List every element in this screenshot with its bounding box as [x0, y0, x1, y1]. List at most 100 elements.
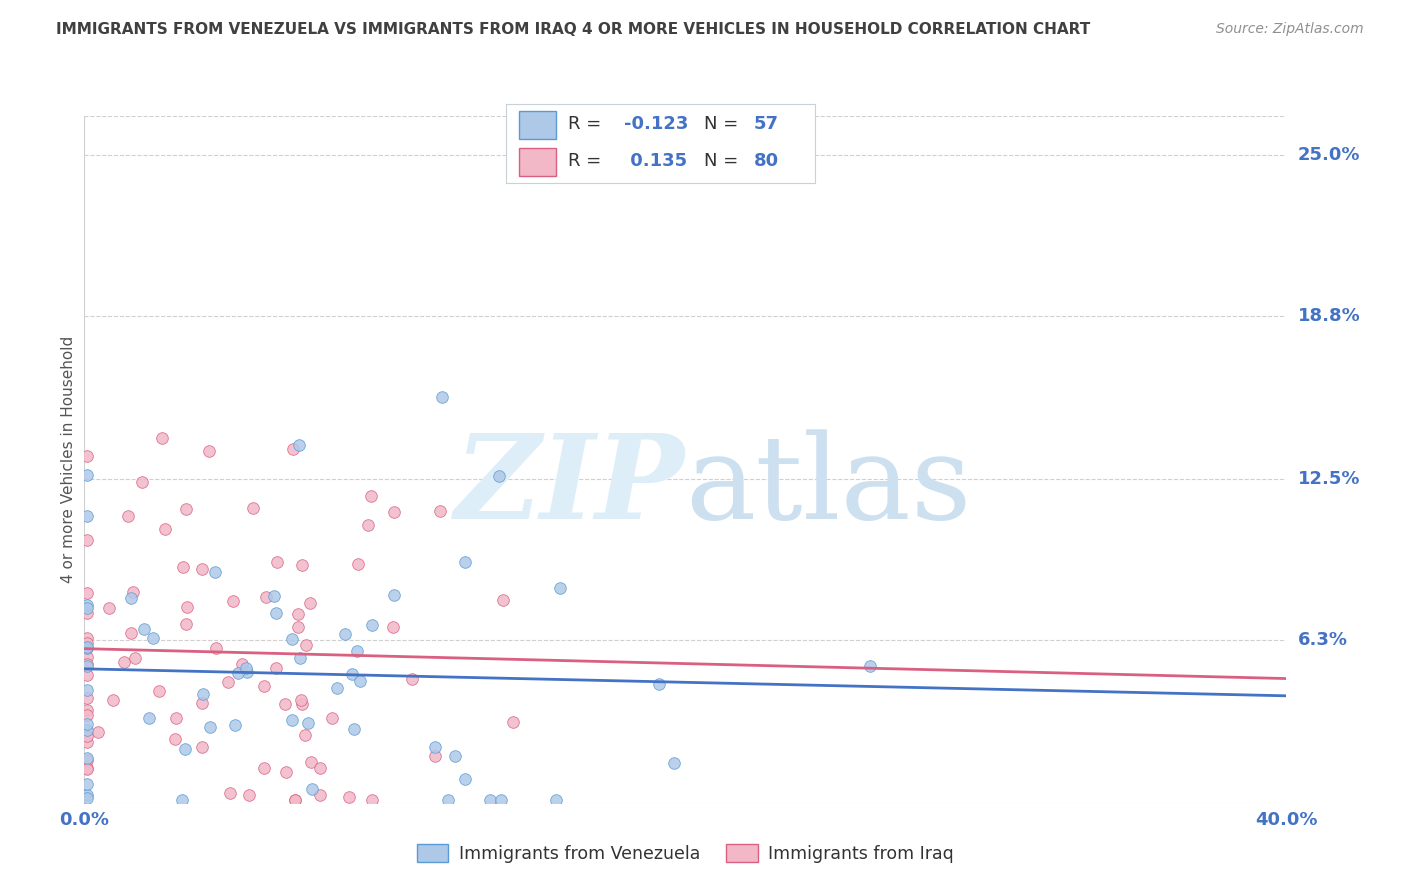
Point: [76, 691, 98, 706]
Point: [76, 598, 98, 612]
Point: [236, 665, 259, 679]
Point: [76, 761, 98, 775]
Text: 0.135: 0.135: [624, 153, 686, 170]
Point: [155, 522, 177, 536]
Point: [266, 606, 288, 620]
Point: [224, 718, 246, 732]
Point: [343, 722, 366, 736]
Point: [266, 555, 288, 569]
Text: R =: R =: [568, 153, 607, 170]
Point: [165, 711, 187, 725]
Point: [204, 641, 226, 656]
Point: [491, 793, 513, 807]
Y-axis label: 4 or more Vehicles in Household: 4 or more Vehicles in Household: [60, 335, 76, 583]
Point: [76, 631, 98, 645]
Text: 6.3%: 6.3%: [1298, 631, 1347, 648]
Point: [76, 509, 98, 524]
Point: [382, 505, 405, 519]
Point: [174, 617, 197, 632]
Point: [253, 679, 276, 693]
Point: [333, 627, 356, 641]
Point: [488, 469, 510, 483]
Point: [76, 729, 98, 743]
Point: [346, 558, 368, 572]
Point: [120, 626, 142, 640]
Point: [173, 742, 195, 756]
Point: [284, 793, 307, 807]
Point: [361, 618, 384, 632]
Point: [291, 558, 314, 573]
Point: [76, 468, 98, 483]
Point: [142, 631, 165, 645]
Point: [291, 697, 314, 711]
Point: [423, 748, 446, 763]
Point: [326, 681, 349, 695]
Text: ZIP: ZIP: [456, 429, 686, 544]
Point: [444, 749, 467, 764]
Point: [176, 599, 198, 614]
Point: [360, 793, 382, 807]
Point: [340, 666, 363, 681]
Point: [219, 786, 242, 800]
Point: [131, 475, 153, 490]
Point: [198, 720, 221, 734]
Point: [281, 442, 304, 457]
Point: [217, 675, 239, 690]
Point: [132, 622, 155, 636]
Point: [76, 708, 98, 723]
Point: [190, 562, 212, 576]
Point: [287, 607, 309, 621]
Point: [172, 560, 194, 574]
Point: [76, 640, 98, 655]
Point: [273, 697, 295, 711]
Point: [221, 593, 243, 607]
Point: [254, 591, 277, 605]
Point: [301, 782, 323, 797]
Point: [454, 555, 477, 569]
Text: 25.0%: 25.0%: [1298, 145, 1360, 164]
Point: [288, 438, 311, 452]
Point: [295, 638, 318, 652]
Point: [76, 777, 98, 791]
Point: [266, 661, 288, 675]
Point: [381, 620, 404, 634]
Text: 18.8%: 18.8%: [1298, 307, 1361, 325]
Point: [76, 586, 98, 600]
Point: [242, 500, 264, 515]
Point: [479, 793, 502, 807]
Point: [76, 640, 98, 654]
Point: [76, 606, 98, 620]
Point: [191, 687, 214, 701]
Point: [231, 657, 253, 671]
Point: [197, 443, 219, 458]
Point: [76, 658, 98, 673]
Text: Source: ZipAtlas.com: Source: ZipAtlas.com: [1216, 22, 1364, 37]
Point: [280, 713, 302, 727]
Text: atlas: atlas: [686, 429, 972, 544]
Point: [76, 791, 98, 805]
Text: N =: N =: [704, 115, 744, 134]
Legend: Immigrants from Venezuela, Immigrants from Iraq: Immigrants from Venezuela, Immigrants fr…: [411, 837, 960, 870]
Point: [263, 589, 285, 603]
Point: [76, 703, 98, 717]
Text: R =: R =: [568, 115, 607, 134]
Point: [76, 636, 98, 650]
Point: [287, 620, 309, 634]
Point: [425, 740, 447, 755]
Point: [382, 588, 405, 602]
Point: [122, 584, 145, 599]
Point: [148, 684, 170, 698]
Point: [544, 793, 567, 807]
Point: [76, 668, 98, 682]
Point: [76, 657, 98, 671]
Point: [101, 693, 124, 707]
Point: [859, 658, 882, 673]
Point: [321, 711, 343, 725]
Point: [274, 764, 297, 779]
Point: [309, 788, 332, 802]
Point: [87, 725, 110, 739]
Point: [76, 762, 98, 776]
Point: [76, 751, 98, 765]
Point: [76, 649, 98, 664]
Point: [252, 761, 274, 775]
